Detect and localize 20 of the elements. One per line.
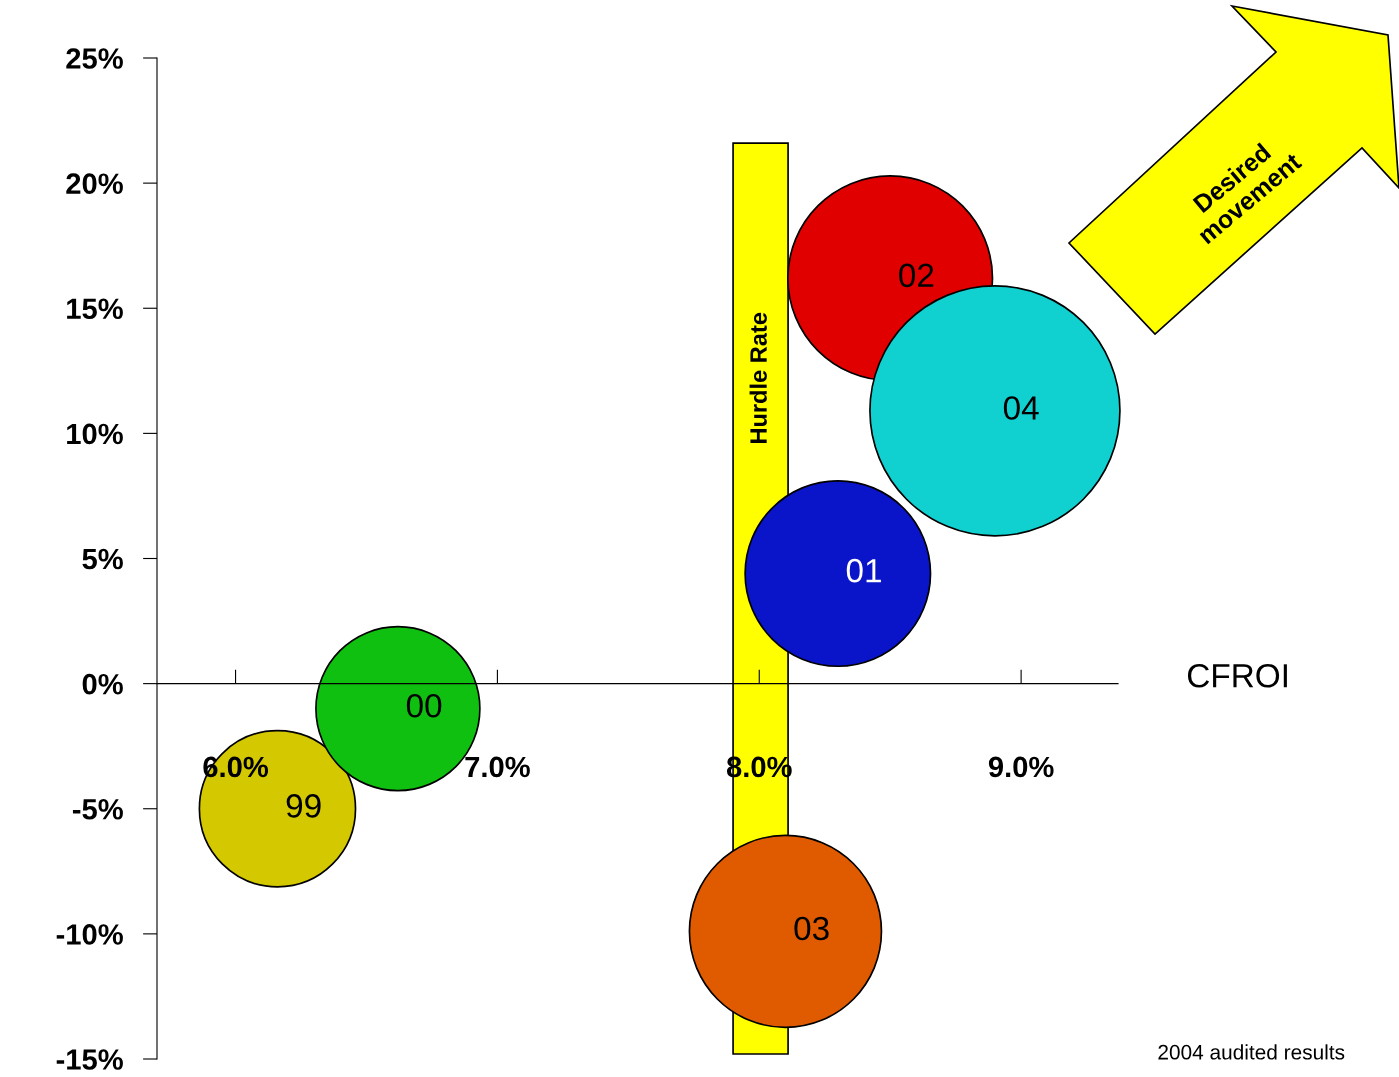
- band-label: Hurdle Rate: [749, 312, 767, 443]
- y-tick-label: -15%: [56, 1049, 123, 1070]
- x-axis-title: CFROI: [1187, 663, 1287, 688]
- series-label: 01: [846, 558, 881, 583]
- y-tick-label: 20%: [66, 173, 123, 194]
- y-tick-label: -5%: [72, 799, 123, 820]
- series-label: 03: [794, 916, 829, 941]
- x-tick-label: 9.0%: [988, 756, 1054, 778]
- y-tick-label: 15%: [67, 298, 123, 320]
- y-tick-label: -10%: [56, 924, 123, 945]
- text: 2004 audited results: [1158, 1044, 1345, 1060]
- x-tick-label: 7.0%: [465, 756, 530, 778]
- y-tick-label: 25%: [66, 48, 123, 69]
- y-tick-label: 0%: [82, 673, 123, 695]
- series-label: 99: [286, 794, 321, 818]
- y-tick-label: 5%: [82, 548, 123, 570]
- series-label: 02: [899, 263, 934, 288]
- y-tick-label: 10%: [67, 423, 123, 445]
- series-label: 00: [406, 693, 442, 718]
- series-label: 04: [1003, 396, 1039, 420]
